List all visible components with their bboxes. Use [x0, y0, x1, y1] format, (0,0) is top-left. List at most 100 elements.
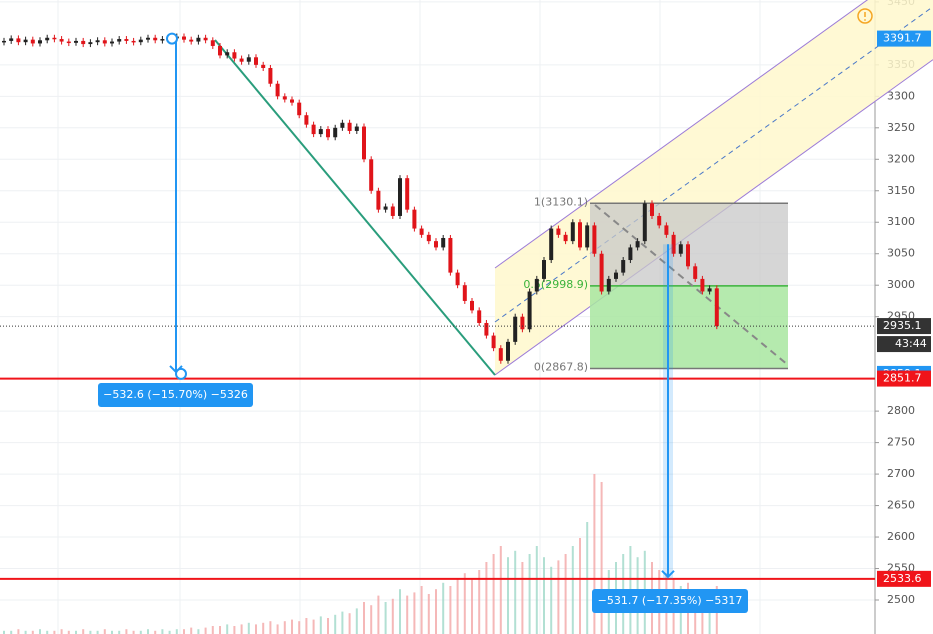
measure-arrow — [661, 570, 675, 579]
volume-bar — [499, 546, 502, 634]
candle-body — [563, 234, 568, 242]
candle-body — [664, 225, 669, 235]
candle-body — [693, 266, 698, 279]
volume-bar — [60, 629, 63, 634]
y-tick-label: 2750 — [887, 436, 915, 449]
volume-bar — [348, 613, 351, 634]
volume-bar — [31, 630, 34, 634]
candle-body — [239, 58, 244, 62]
candle-body — [570, 222, 575, 242]
volume-bar — [521, 562, 524, 634]
candle-body — [340, 122, 345, 128]
volume-bar — [456, 578, 459, 634]
price-label-box — [877, 318, 931, 335]
volume-bar — [406, 595, 409, 634]
candle-body — [218, 45, 222, 56]
candle-body — [196, 37, 201, 42]
volume-bar — [334, 614, 337, 634]
candle-body — [23, 39, 28, 43]
volume-bar — [391, 598, 394, 634]
volume-bar — [341, 611, 344, 634]
volume-bar — [67, 630, 70, 634]
candle-body — [45, 37, 50, 41]
volume-bar — [701, 594, 704, 634]
candle-body — [412, 209, 417, 229]
candle-body — [326, 129, 330, 138]
candle-body — [254, 57, 258, 65]
candle-body — [131, 40, 136, 43]
candle-body — [66, 41, 71, 44]
volume-bar — [485, 562, 488, 634]
volume-bar — [10, 630, 13, 634]
volume-bar — [75, 630, 77, 634]
volume-bar — [463, 573, 466, 634]
volume-bar — [240, 624, 243, 634]
y-tick-label: 3300 — [887, 89, 915, 102]
candle-body — [484, 322, 489, 336]
measure-label: −531.7 (−17.35%) −5317 — [598, 594, 743, 607]
volume-bar — [118, 630, 121, 634]
candle-body — [311, 124, 316, 135]
candle-body — [383, 206, 388, 210]
volume-bar — [312, 619, 315, 634]
candle-body — [549, 228, 554, 261]
candle-body — [88, 42, 93, 45]
candle-body — [542, 260, 546, 279]
candle-body — [686, 244, 690, 267]
candle-body — [9, 38, 14, 41]
candle-body — [182, 36, 186, 40]
candle-body — [246, 57, 251, 62]
candle-body — [362, 126, 366, 160]
price-label-box — [877, 570, 931, 587]
candle-body — [2, 40, 6, 43]
candle-body — [650, 203, 654, 216]
candle-body — [527, 291, 532, 330]
volume-bar — [233, 626, 236, 634]
y-tick-label: 3100 — [887, 215, 915, 228]
price-label-box — [877, 30, 931, 47]
volume-bar — [17, 629, 20, 634]
candle-body — [614, 272, 618, 279]
price-label: 2935.1 — [883, 319, 922, 332]
candle-body — [369, 159, 374, 191]
volume-bar — [305, 618, 308, 634]
volume-bar — [161, 629, 164, 634]
fib-label: 0(2867.8) — [534, 360, 588, 373]
volume-bar — [420, 586, 423, 634]
candle-body — [657, 215, 662, 226]
volume-bar — [53, 630, 56, 634]
volume-bar — [564, 554, 567, 634]
alert-dot[interactable] — [864, 19, 866, 21]
candle-body — [347, 122, 352, 131]
volume-bar — [327, 618, 329, 634]
volume-bar — [600, 482, 603, 634]
candle-body — [426, 234, 431, 242]
volume-bar — [550, 566, 553, 634]
candle-body — [117, 39, 122, 42]
candle-body — [261, 64, 266, 68]
candle-body — [52, 37, 57, 40]
volume-bar — [190, 627, 193, 634]
channel-upper — [494, 0, 869, 269]
alert-circle[interactable] — [857, 8, 873, 24]
trend-line — [214, 39, 496, 376]
candle-body — [160, 39, 165, 41]
candle-body — [498, 348, 503, 361]
candle-body — [203, 37, 208, 41]
volume-bar — [471, 579, 473, 634]
volume-bar — [543, 557, 545, 634]
volume-bar — [132, 630, 135, 634]
candle-body — [59, 39, 64, 42]
y-tick-label: 3150 — [887, 184, 915, 197]
volume-bar — [247, 622, 250, 634]
candle-body — [491, 335, 496, 349]
alert-icon[interactable] — [857, 8, 873, 24]
candle-body — [477, 310, 482, 323]
volume-bar — [82, 629, 85, 634]
volume-bar — [3, 630, 5, 634]
y-tick-label: 2600 — [887, 530, 915, 543]
candle-body — [700, 278, 705, 292]
volume-bar — [197, 629, 200, 634]
volume-bar — [377, 595, 380, 634]
volume-bar — [528, 554, 531, 634]
